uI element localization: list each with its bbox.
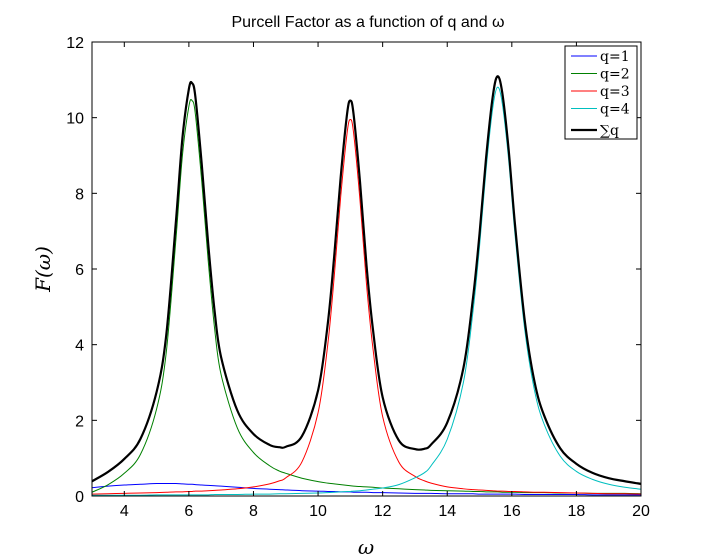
x-tick-label: 12 [374,503,392,520]
legend-label-sum: ∑q [600,123,619,139]
y-axis-label: F(ω) [31,246,55,293]
x-tick-label: 10 [309,503,327,520]
legend-label-q1: q=1 [600,49,630,65]
series-line-q1 [92,482,641,496]
x-tick-label: 20 [632,503,650,520]
y-tick-label: 0 [75,489,84,506]
legend-box [564,45,638,140]
x-axis: 4 6 8 10 12 14 16 18 20 [120,42,650,520]
x-tick-label: 14 [438,503,456,520]
legend: q=1 q=2q=3 q=4 ∑q [564,45,638,140]
y-tick-label: 10 [66,111,84,128]
series-line-sum [92,75,641,485]
plot-area [92,75,641,496]
series-line-q2 [92,98,641,495]
y-tick-label: 8 [75,186,84,203]
x-tick-label: 6 [184,503,193,520]
x-tick-label: 4 [120,503,129,520]
series-line-q3 [92,119,641,495]
legend-label-q2: q=2 [600,67,630,83]
x-tick-label: 16 [503,503,521,520]
legend-label-q3: q=3 [600,84,630,100]
x-axis-label: ω [358,535,374,558]
y-tick-label: 4 [75,338,84,355]
y-tick-label: 2 [75,413,84,430]
legend-label-q4: q=4 [600,102,630,118]
x-tick-label: 18 [568,503,586,520]
y-tick-label: 6 [75,262,84,279]
x-tick-label: 8 [249,503,258,520]
chart-title: Purcell Factor as a function of q and ω [231,14,504,31]
y-axis: 0 2 4 6 8 10 12 [66,35,641,506]
y-tick-label: 12 [66,35,84,52]
